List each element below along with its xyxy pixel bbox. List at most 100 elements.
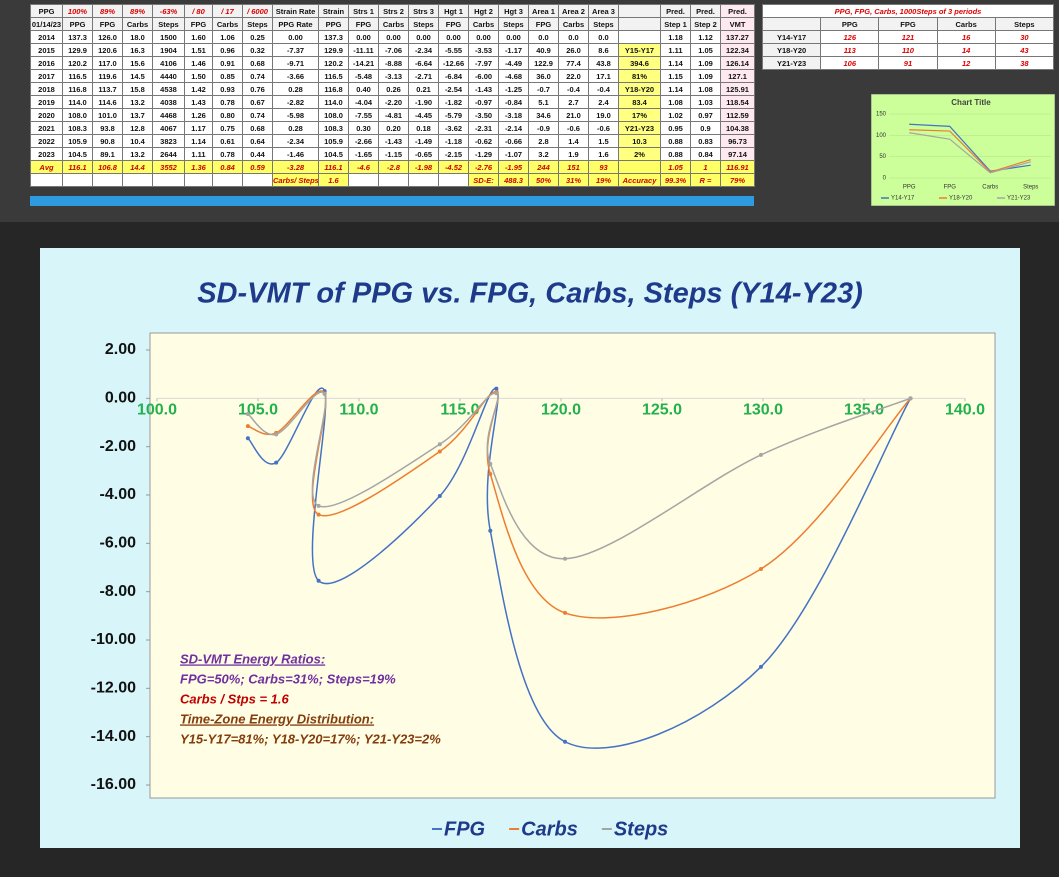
- table-cell: -7.55: [348, 108, 379, 122]
- table-cell: 116.1: [62, 160, 93, 174]
- table-cell: -0.66: [498, 134, 529, 148]
- data-point: [437, 442, 442, 447]
- table-cell: -1.29: [468, 147, 499, 161]
- table-cell: -7.97: [468, 56, 499, 70]
- table-cell: 4440: [152, 69, 185, 83]
- table-cell: 1.08: [690, 82, 721, 96]
- plot-area: [149, 332, 996, 799]
- table-cell: 30: [994, 30, 1055, 44]
- table-cell: 0.40: [348, 82, 379, 96]
- table-cell: 0.00: [408, 30, 439, 44]
- table-row: 2018 116.8 113.7 15.8 4538 1.42 0.93 0.76 0.28 11…: [30, 82, 755, 96]
- table-cell: Strs 1: [348, 4, 379, 18]
- table-cell: 0.18: [408, 121, 439, 135]
- table-cell: 2020: [30, 108, 63, 122]
- table-cell: Strs 2: [378, 4, 409, 18]
- data-point: [758, 664, 763, 669]
- table-cell: -0.9: [528, 121, 559, 135]
- table-cell: FPG: [438, 17, 469, 31]
- series-line: [909, 129, 1031, 173]
- table-cell: 127.1: [720, 69, 755, 83]
- table-cell: -3.28: [272, 160, 319, 174]
- table-cell: 0.83: [690, 134, 721, 148]
- table-cell: -7.37: [272, 43, 319, 57]
- table-cell: 116.8: [62, 82, 93, 96]
- table-cell: -11.11: [348, 43, 379, 57]
- table-cell: Carbs: [378, 17, 409, 31]
- table-cell: 0.91: [212, 56, 243, 70]
- table-cell: 0.95: [660, 121, 691, 135]
- table-cell: -2.20: [378, 95, 409, 109]
- table-cell: -0.4: [558, 82, 589, 96]
- table-row: Y14-Y17 126 121 16 30: [761, 30, 1055, 44]
- table-cell: 8.6: [588, 43, 619, 57]
- table-cell: -0.84: [498, 95, 529, 109]
- table-cell: 1.05: [690, 43, 721, 57]
- table-cell: Hgt 2: [468, 4, 499, 18]
- y-tick-label: -10.00: [91, 631, 136, 648]
- table-cell: 2021: [30, 121, 63, 135]
- table-cell: 26.0: [558, 43, 589, 57]
- legend-label: Carbs: [521, 818, 578, 840]
- table-cell: 2.4: [588, 95, 619, 109]
- table-cell: 1: [690, 160, 721, 174]
- table-cell: FPG: [348, 17, 379, 31]
- table-cell: 0.68: [242, 56, 273, 70]
- table-row: Carbs/ Steps 1.6 SD-E: 488.3 50% 31% 19% Accura…: [30, 173, 755, 187]
- annotation: SD-VMT Energy Ratios:: [180, 651, 325, 666]
- table-cell: 126: [820, 30, 880, 44]
- table-cell: -2.54: [438, 82, 469, 96]
- table-cell: Pred.: [720, 4, 755, 18]
- y-tick-label: 50: [879, 154, 886, 160]
- table-cell: 0.61: [212, 134, 243, 148]
- table-cell: Carbs: [558, 17, 589, 31]
- table-cell: PPG: [30, 4, 63, 18]
- table-cell: Strain Rate: [272, 4, 319, 18]
- table-cell: 0.75: [212, 121, 243, 135]
- table-cell: 1.11: [660, 43, 691, 57]
- table-cell: -1.98: [408, 160, 439, 174]
- table-cell: 125.91: [720, 82, 755, 96]
- data-point: [245, 436, 250, 441]
- table-cell: Y21-Y23: [618, 121, 661, 135]
- table-cell: -9.71: [272, 56, 319, 70]
- table-cell: PPG: [318, 17, 349, 31]
- table-cell: 3.2: [528, 147, 559, 161]
- table-cell: 38: [994, 56, 1055, 70]
- table-row: 2021 108.3 93.8 12.8 4067 1.17 0.75 0.68 0.28 108…: [30, 121, 755, 135]
- table-cell: -0.65: [408, 147, 439, 161]
- table-cell: 104.5: [318, 147, 349, 161]
- table-cell: -0.62: [468, 134, 499, 148]
- table-cell: 0.0: [588, 30, 619, 44]
- table-cell: 117.0: [92, 56, 123, 70]
- table-cell: 0.59: [242, 160, 273, 174]
- table-cell: Avg: [30, 160, 63, 174]
- table-cell: 18.0: [122, 30, 153, 44]
- table-cell: 93.8: [92, 121, 123, 135]
- table-cell: 10.4: [122, 134, 153, 148]
- table-cell: 0.88: [660, 134, 691, 148]
- table-cell: -1.46: [272, 147, 319, 161]
- table-cell: 0.28: [272, 121, 319, 135]
- table-cell: 21.0: [558, 108, 589, 122]
- table-cell: -3.50: [468, 108, 499, 122]
- table-cell: Steps: [152, 17, 185, 31]
- data-point: [437, 493, 442, 498]
- table-cell: 108.0: [62, 108, 93, 122]
- table-cell: 0.0: [558, 30, 589, 44]
- table-cell: 105.9: [62, 134, 93, 148]
- table-cell: 1.05: [660, 160, 691, 174]
- table-cell: [761, 17, 822, 31]
- table-cell: 126.0: [92, 30, 123, 44]
- table-cell: -3.13: [378, 69, 409, 83]
- data-point: [316, 578, 321, 583]
- table-cell: 106.8: [92, 160, 123, 174]
- table-cell: PPG, FPG, Carbs, 1000Steps of 3 periods: [762, 4, 1054, 18]
- table-cell: 1.50: [184, 69, 213, 83]
- table-cell: 1.4: [558, 134, 589, 148]
- data-point: [322, 391, 327, 396]
- table-cell: 2644: [152, 147, 185, 161]
- table-cell: 2.8: [528, 134, 559, 148]
- table-cell: 104.5: [62, 147, 93, 161]
- table-cell: 34.6: [528, 108, 559, 122]
